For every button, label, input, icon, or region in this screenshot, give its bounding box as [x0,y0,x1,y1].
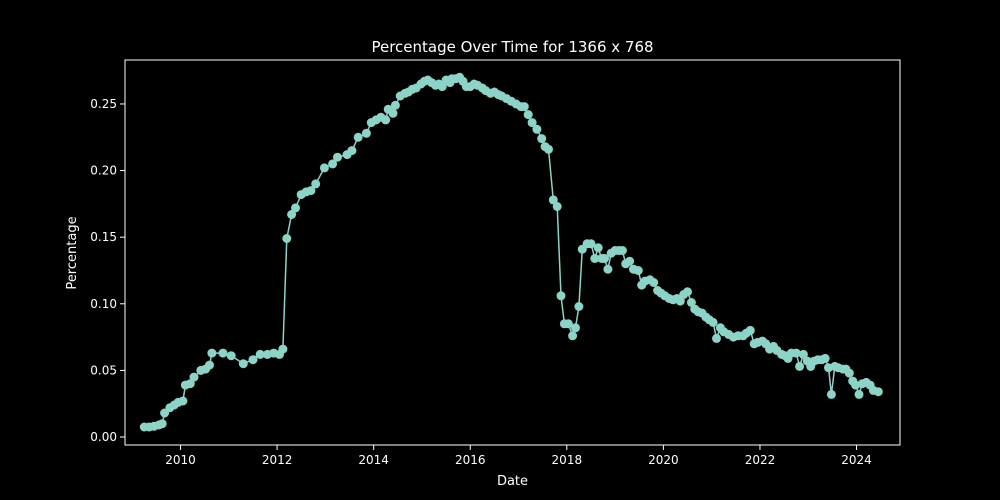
data-point [178,396,188,406]
data-point [205,360,214,370]
data-point [795,361,805,371]
y-axis-label: Percentage [65,216,80,289]
data-point [527,118,537,128]
data-point [745,325,755,335]
y-axis: 0.00 0.05 0.10 0.15 0.20 0.25 [90,97,125,444]
data-point [226,351,236,361]
y-tick-label: 0.20 [90,164,117,178]
data-point [311,179,321,189]
x-tick-label: 2022 [745,453,776,467]
chart-title: Percentage Over Time for 1366 x 768 [371,38,653,56]
data-point [633,266,643,275]
x-tick-label: 2016 [455,453,486,467]
data-point [287,210,297,219]
x-tick-label: 2024 [841,453,872,467]
data-point [291,203,300,213]
data-point [873,387,883,397]
data-point [519,102,529,112]
data-point [544,144,553,154]
y-tick-label: 0.15 [90,230,117,244]
x-tick-label: 2014 [358,453,389,467]
data-point [523,110,533,120]
data-point [328,159,338,169]
data-point [851,380,861,390]
data-point [361,128,371,138]
data-point [282,234,292,243]
x-tick-label: 2018 [552,453,583,467]
data-point [586,239,596,249]
data-point [548,195,558,205]
data-point [708,317,718,327]
data-point [381,115,391,125]
data-point [826,389,836,399]
x-tick-label: 2020 [648,453,679,467]
data-point [319,163,329,173]
y-tick-label: 0.00 [90,430,117,444]
data-point [552,202,562,211]
data-point [248,355,258,365]
y-tick-label: 0.05 [90,363,117,377]
data-point [820,353,830,363]
data-point [712,333,721,343]
x-tick-label: 2012 [262,453,293,467]
data-point [278,344,288,354]
data-point [571,323,580,333]
data-point [844,368,854,378]
data-point [437,82,447,92]
data-point [574,302,584,311]
y-tick-label: 0.10 [90,297,117,311]
data-point [617,246,627,255]
y-tick-label: 0.25 [90,97,117,111]
data-point [333,152,342,162]
data-point [157,419,167,429]
data-point [185,379,195,389]
data-point [683,287,692,297]
data-point [568,331,578,341]
data-point [353,132,363,142]
x-axis-label: Date [497,474,528,489]
data-point [390,100,400,110]
data-point [255,349,265,359]
data-point [854,389,864,399]
series-layer [139,72,883,432]
data-point [600,254,609,263]
data-point [649,278,659,287]
data-point [218,348,228,358]
data-point [593,243,603,253]
data-point [625,256,635,266]
data-point [306,186,316,196]
data-point [347,146,357,156]
data-point [207,348,217,358]
data-point [388,108,398,118]
data-point [590,254,600,263]
data-point [798,349,808,359]
data-point [563,319,573,329]
data-point [537,134,547,144]
x-tick-label: 2010 [165,453,196,467]
data-point [791,348,801,358]
data-point [603,264,613,274]
data-point [532,124,542,134]
data-point [238,359,248,369]
data-point [556,291,566,301]
data-point [189,372,199,382]
x-axis: 2010 2012 2014 2016 2018 2020 2022 2024 [165,445,872,467]
plot-area [124,59,901,446]
